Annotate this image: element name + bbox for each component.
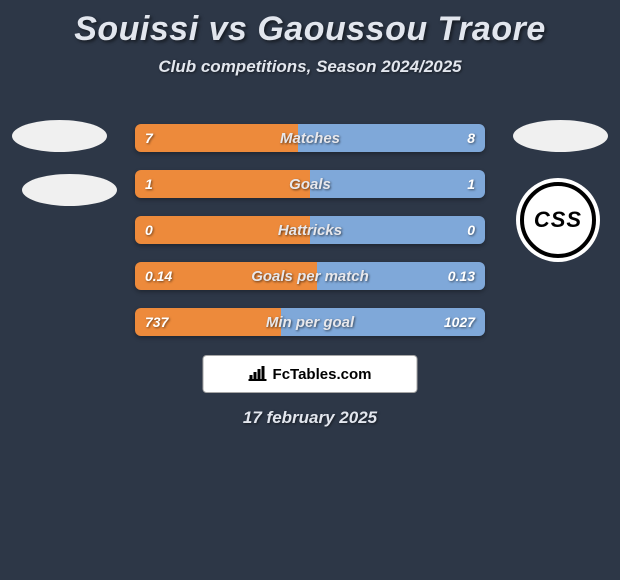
stat-row: 00Hattricks <box>135 216 485 244</box>
stat-value-left: 0.14 <box>145 268 172 284</box>
stat-value-right: 8 <box>467 130 475 146</box>
stat-row: 7371027Min per goal <box>135 308 485 336</box>
stat-value-left: 1 <box>145 176 153 192</box>
page-title: Souissi vs Gaoussou Traore <box>0 0 620 49</box>
footer-brand-text: FcTables.com <box>273 366 372 383</box>
stat-value-right: 0 <box>467 222 475 238</box>
player-badge-left-1 <box>12 120 107 152</box>
stats-bars: 78Matches11Goals00Hattricks0.140.13Goals… <box>135 124 485 354</box>
stat-value-right: 1 <box>467 176 475 192</box>
club-logo-right: CSS <box>516 178 600 262</box>
stat-bar-right <box>310 216 485 244</box>
player-badge-right-1 <box>513 120 608 152</box>
stat-value-left: 0 <box>145 222 153 238</box>
stat-value-right: 0.13 <box>448 268 475 284</box>
stat-row: 11Goals <box>135 170 485 198</box>
stat-bar-left <box>135 170 310 198</box>
stat-bar-right <box>298 124 485 152</box>
page-subtitle: Club competitions, Season 2024/2025 <box>0 57 620 77</box>
stat-bar-right <box>310 170 485 198</box>
club-logo-text: CSS <box>534 207 582 233</box>
stat-value-left: 737 <box>145 314 168 330</box>
footer-brand-badge[interactable]: FcTables.com <box>203 355 418 393</box>
date-label: 17 february 2025 <box>243 408 377 428</box>
stat-row: 0.140.13Goals per match <box>135 262 485 290</box>
chart-icon <box>249 367 267 381</box>
stat-bar-left <box>135 216 310 244</box>
club-logo-inner: CSS <box>520 182 596 258</box>
stat-row: 78Matches <box>135 124 485 152</box>
stat-bar-left <box>135 124 298 152</box>
stat-value-right: 1027 <box>444 314 475 330</box>
player-badge-left-2 <box>22 174 117 206</box>
stat-value-left: 7 <box>145 130 153 146</box>
